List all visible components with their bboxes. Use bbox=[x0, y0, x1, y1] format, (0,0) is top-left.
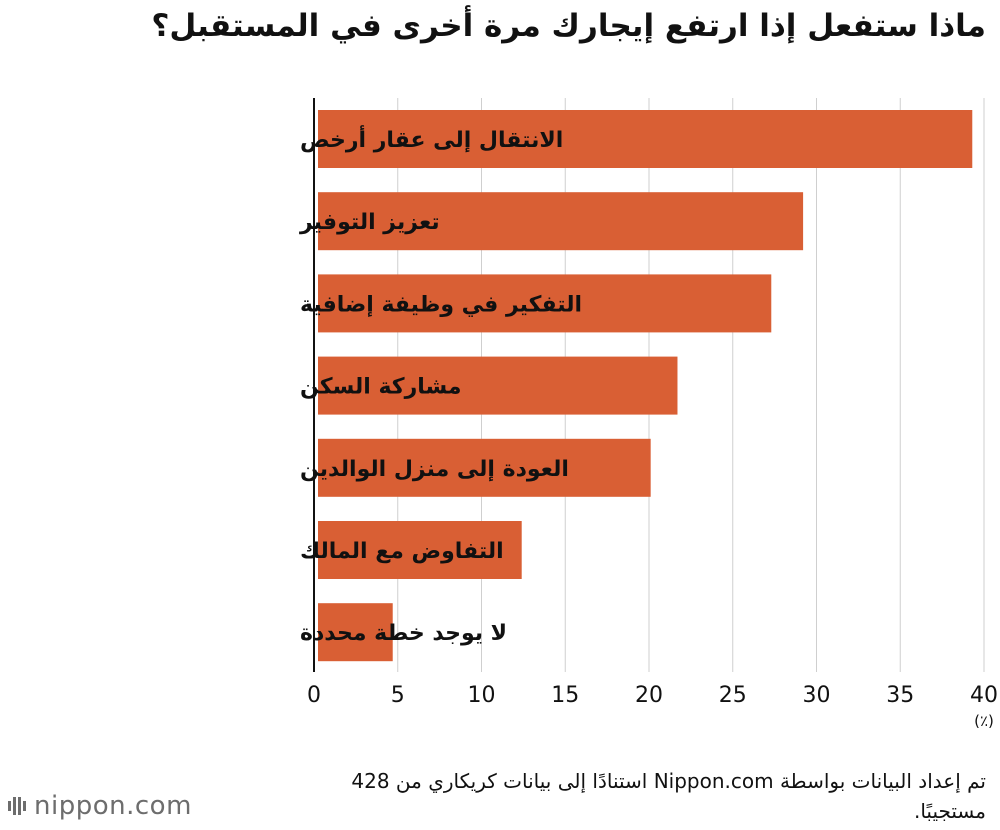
bar-4 bbox=[318, 356, 678, 415]
bars bbox=[318, 110, 973, 662]
category-label-3: التفكير في وظيفة إضافية bbox=[300, 292, 582, 317]
bar-6 bbox=[318, 521, 522, 579]
x-tick-label-15: 15 bbox=[551, 683, 579, 708]
x-tick-label-40: 40 bbox=[970, 683, 998, 708]
x-tick-label-25: 25 bbox=[719, 683, 747, 708]
x-tick-label-5: 5 bbox=[391, 683, 405, 708]
category-label-5: العودة إلى منزل الوالدين bbox=[300, 457, 569, 482]
category-label-4: مشاركة السكن bbox=[300, 375, 462, 400]
category-label-1: الانتقال إلى عقار أرخص bbox=[300, 124, 563, 153]
category-label-6: التفاوض مع المالك bbox=[300, 539, 504, 564]
category-label-2: تعزيز التوفير bbox=[299, 210, 440, 235]
bar-5 bbox=[318, 438, 651, 497]
bar-2 bbox=[318, 192, 804, 251]
nippon-logo-icon bbox=[8, 797, 26, 815]
bar-3 bbox=[318, 274, 772, 333]
bar-1 bbox=[318, 110, 973, 168]
category-label-7: لا يوجد خطة محددة bbox=[300, 621, 507, 646]
category-labels: الانتقال إلى عقار أرخص تعزيز التوفير التفك… bbox=[299, 124, 582, 646]
source-note: تم إعداد البيانات بواسطة Nippon.com استن… bbox=[351, 769, 986, 823]
x-tick-label-10: 10 bbox=[468, 683, 496, 708]
nippon-logo: nippon.com bbox=[6, 788, 192, 824]
logo-text: nippon.com bbox=[34, 791, 192, 821]
x-tick-label-35: 35 bbox=[886, 683, 914, 708]
chart-title: ماذا ستفعل إذا ارتفع إيجارك مرة أخرى في … bbox=[151, 8, 986, 44]
x-tick-label-20: 20 bbox=[635, 683, 663, 708]
x-axis-unit-label: (٪) bbox=[974, 712, 994, 730]
x-axis-ticks: 0 5 10 15 20 25 30 35 40 bbox=[307, 683, 998, 708]
x-tick-label-0: 0 bbox=[307, 683, 321, 708]
bar-7 bbox=[318, 603, 393, 662]
x-tick-label-30: 30 bbox=[803, 683, 831, 708]
